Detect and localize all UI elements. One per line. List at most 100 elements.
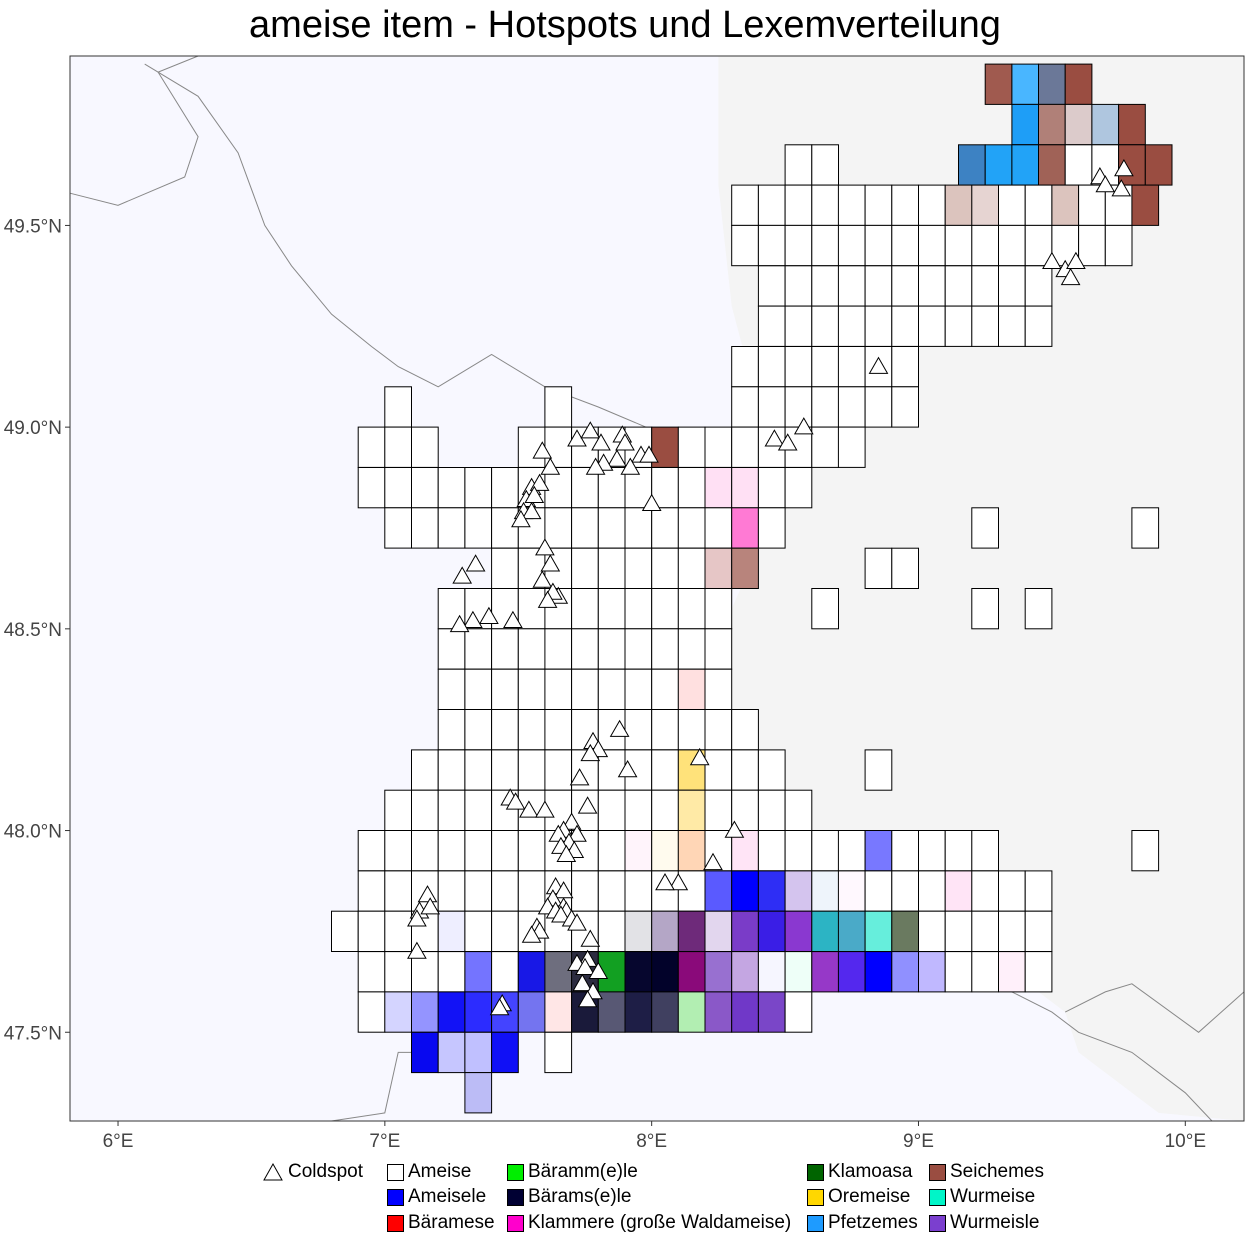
legend-item: Seichemes: [929, 1160, 1044, 1184]
grid-cell: [571, 668, 599, 711]
grid-cell: [998, 265, 1026, 307]
grid-cell: [491, 547, 519, 590]
grid-cell: [651, 991, 679, 1033]
grid-cell: [757, 305, 786, 347]
legend-label: Bäramm(e)le: [528, 1161, 638, 1182]
grid-cell: [757, 346, 786, 388]
grid-cell: [971, 305, 999, 347]
grid-cell: [704, 467, 733, 509]
legend-swatch: [929, 1214, 946, 1232]
coldspot-marker: [793, 417, 814, 435]
grid-cell: [971, 507, 999, 549]
grid-cell: [704, 547, 733, 590]
grid-cell: [811, 346, 839, 388]
grid-cell: [597, 588, 626, 630]
coldspot-marker: [479, 606, 499, 624]
border-west: [144, 63, 706, 440]
grid-cell: [918, 265, 946, 307]
grid-cell: [597, 668, 626, 711]
grid-cell: [597, 628, 626, 670]
coldspot-marker: [569, 768, 590, 786]
grid-cell: [357, 830, 386, 872]
grid-cell: [464, 951, 493, 993]
coldspot-marker: [703, 852, 723, 871]
coldspot-marker: [420, 897, 441, 915]
grid-cell: [437, 668, 466, 711]
grid-cell: [544, 507, 573, 549]
grid-cell: [677, 910, 706, 953]
grid-cell: [624, 709, 653, 751]
grid-cell: [1011, 63, 1040, 105]
coldspot-marker: [655, 872, 675, 891]
coldspot-marker: [532, 441, 553, 459]
grid-cell: [998, 224, 1026, 267]
grid-cell: [464, 1072, 493, 1114]
coldspot-marker: [503, 610, 523, 628]
coldspot-marker: [540, 554, 561, 572]
grid-cell: [517, 749, 546, 791]
grid-cell: [437, 1031, 466, 1074]
grid-cell: [1011, 144, 1040, 186]
grid-cell: [597, 991, 626, 1033]
grid-cell: [891, 951, 919, 993]
grid-cell: [918, 224, 946, 267]
grid-cell: [784, 144, 813, 186]
coldspot-marker: [1066, 251, 1086, 269]
grid-cell: [731, 547, 759, 590]
grid-cell: [437, 749, 466, 791]
grid-cell: [704, 668, 733, 711]
grid-cell: [731, 507, 759, 549]
grid-cell: [464, 991, 493, 1033]
grid-cell: [864, 386, 893, 428]
y-axis: 47.5°N 48.0°N 48.5°N 49.0°N 49.5°N: [4, 216, 70, 1044]
coldspot-marker: [449, 614, 470, 633]
grid-cell: [571, 547, 599, 590]
coldspot-marker: [668, 872, 689, 891]
grid-cell: [491, 628, 519, 670]
grid-cell: [757, 426, 786, 468]
grid-cell: [918, 870, 946, 912]
coldspot-marker: [585, 457, 606, 475]
grid-cell: [1131, 830, 1160, 872]
grid-cell: [517, 709, 546, 751]
grid-cell: [891, 910, 919, 953]
page-title: ameise item - Hotspots und Lexemverteilu…: [249, 4, 1001, 46]
grid-cell: [597, 789, 626, 832]
grid-cell: [837, 951, 866, 993]
grid-cell: [811, 910, 839, 953]
grid-cell: [357, 910, 386, 953]
grid-cell: [944, 305, 973, 347]
grid-cell: [731, 830, 759, 872]
grid-cell: [784, 830, 813, 872]
coldspot-marker: [407, 941, 427, 959]
grid-cell: [624, 588, 653, 630]
grid-cell: [544, 951, 573, 993]
coldspot-marker: [567, 824, 587, 842]
coldspot-marker: [724, 820, 745, 838]
grid-cell: [731, 386, 759, 428]
coldspot-marker: [577, 989, 598, 1008]
coldspot-marker: [591, 433, 611, 451]
grid-cell: [757, 184, 786, 226]
grid-cell: [984, 144, 1013, 186]
legend: Coldspot Ameise Ameisele Bäramese Bäramm(e)l…: [262, 1160, 1162, 1240]
coldspot-marker: [465, 554, 486, 572]
grid-cell: [731, 467, 759, 509]
grid-cell: [624, 628, 653, 670]
grid-cell: [757, 951, 786, 993]
grid-cell: [571, 628, 599, 670]
legend-swatch: [929, 1163, 946, 1181]
grid-cell: [651, 668, 679, 711]
coldspot-marker: [519, 800, 539, 818]
x-axis: 6°E 7°E 8°E 9°E 10°E: [103, 1121, 1206, 1152]
grid-cell: [677, 830, 706, 872]
grid-cell: [384, 426, 412, 468]
grid-cell: [384, 910, 412, 953]
grid-cell: [891, 184, 919, 226]
grid-cell: [571, 507, 599, 549]
grid-cell: [464, 668, 493, 711]
grid-cell: [464, 870, 493, 912]
grid-cell: [704, 507, 733, 549]
grid-cell: [837, 386, 866, 428]
